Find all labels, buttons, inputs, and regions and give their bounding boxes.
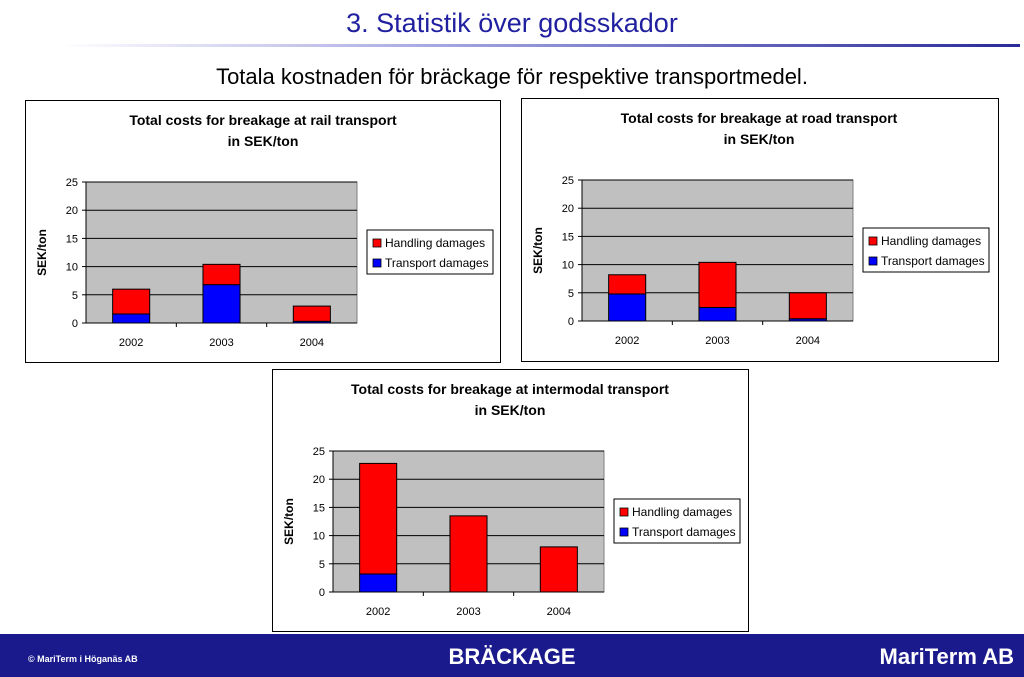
y-tick-label: 25 [313, 446, 325, 458]
chart-title-line: Total costs for breakage at intermodal t… [351, 381, 669, 397]
bar-segment-handling-damages [202, 263, 241, 286]
x-tick-label: 2002 [615, 335, 639, 347]
y-tick-label: 5 [319, 559, 325, 571]
rail-chart: Total costs for breakage at rail transpo… [25, 100, 501, 363]
bar-segment-transport-damages [608, 293, 647, 322]
y-tick-label: 10 [66, 262, 78, 274]
y-axis-label: SEK/ton [531, 227, 545, 274]
y-tick-label: 15 [66, 233, 78, 245]
y-tick-label: 25 [562, 175, 574, 187]
x-tick-label: 2003 [705, 335, 729, 347]
legend-swatch [619, 507, 629, 517]
y-tick-label: 5 [72, 290, 78, 302]
footer-bar: © MariTerm i Höganäs AB BRÄCKAGE MariTer… [0, 634, 1024, 677]
bar-segment-handling-damages [112, 288, 151, 315]
legend-swatch [868, 236, 878, 246]
footer-brand: MariTerm AB [879, 644, 1014, 669]
y-tick-label: 25 [66, 177, 78, 189]
legend-box [366, 229, 494, 275]
legend-entry: Handling damages [632, 505, 732, 519]
x-tick-label: 2003 [209, 337, 233, 349]
bar-segment-handling-damages [292, 305, 331, 322]
chart-title-line: in SEK/ton [228, 133, 299, 149]
y-tick-label: 10 [313, 531, 325, 543]
road-chart: Total costs for breakage at road transpo… [521, 98, 999, 362]
bar-segment-handling-damages [539, 546, 578, 593]
y-tick-label: 0 [319, 587, 325, 599]
y-tick-label: 10 [562, 260, 574, 272]
slide-subtitle: Totala kostnaden för bräckage för respek… [216, 64, 808, 89]
road-chart-svg: Total costs for breakage at road transpo… [531, 110, 990, 347]
bar-segment-handling-damages [698, 261, 737, 308]
title-rule [60, 44, 1020, 47]
y-axis-label: SEK/ton [35, 229, 49, 276]
legend-swatch [868, 256, 878, 266]
bar-segment-handling-damages [359, 462, 398, 575]
y-tick-label: 15 [562, 231, 574, 243]
legend-swatch [372, 238, 382, 248]
legend-entry: Transport damages [385, 256, 489, 270]
legend-entry: Transport damages [632, 525, 736, 539]
bar-segment-transport-damages [202, 284, 241, 324]
y-tick-label: 20 [562, 203, 574, 215]
footer-section-title: BRÄCKAGE [448, 644, 576, 669]
legend-box [613, 498, 741, 544]
legend-swatch [619, 527, 629, 537]
y-tick-label: 0 [568, 316, 574, 328]
intermodal-chart: Total costs for breakage at intermodal t… [272, 369, 749, 632]
y-tick-label: 20 [66, 205, 78, 217]
x-tick-label: 2002 [366, 606, 390, 618]
x-tick-label: 2004 [547, 606, 571, 618]
x-tick-label: 2003 [456, 606, 480, 618]
slide-title: 3. Statistik över godsskador [346, 8, 678, 38]
legend-entry: Handling damages [385, 236, 485, 250]
legend-entry: Transport damages [881, 254, 985, 268]
bar-segment-transport-damages [359, 573, 398, 593]
x-tick-label: 2004 [300, 337, 324, 349]
footer-copyright: © MariTerm i Höganäs AB [28, 654, 138, 664]
y-tick-label: 20 [313, 474, 325, 486]
chart-title-line: in SEK/ton [475, 402, 546, 418]
y-axis-label: SEK/ton [282, 498, 296, 545]
legend-swatch [372, 258, 382, 268]
x-tick-label: 2002 [119, 337, 143, 349]
bar-segment-handling-damages [788, 292, 827, 320]
bar-segment-handling-damages [449, 515, 488, 593]
y-tick-label: 15 [313, 502, 325, 514]
x-tick-label: 2004 [796, 335, 820, 347]
intermodal-chart-svg: Total costs for breakage at intermodal t… [282, 381, 741, 618]
chart-title-line: Total costs for breakage at rail transpo… [129, 112, 397, 128]
legend-box [862, 227, 990, 273]
legend-entry: Handling damages [881, 234, 981, 248]
bar-segment-transport-damages [112, 313, 151, 324]
rail-chart-svg: Total costs for breakage at rail transpo… [35, 112, 494, 349]
chart-title-line: Total costs for breakage at road transpo… [621, 110, 898, 126]
bar-segment-transport-damages [698, 306, 737, 322]
y-tick-label: 0 [72, 318, 78, 330]
chart-title-line: in SEK/ton [724, 131, 795, 147]
y-tick-label: 5 [568, 288, 574, 300]
bar-segment-handling-damages [608, 274, 647, 295]
